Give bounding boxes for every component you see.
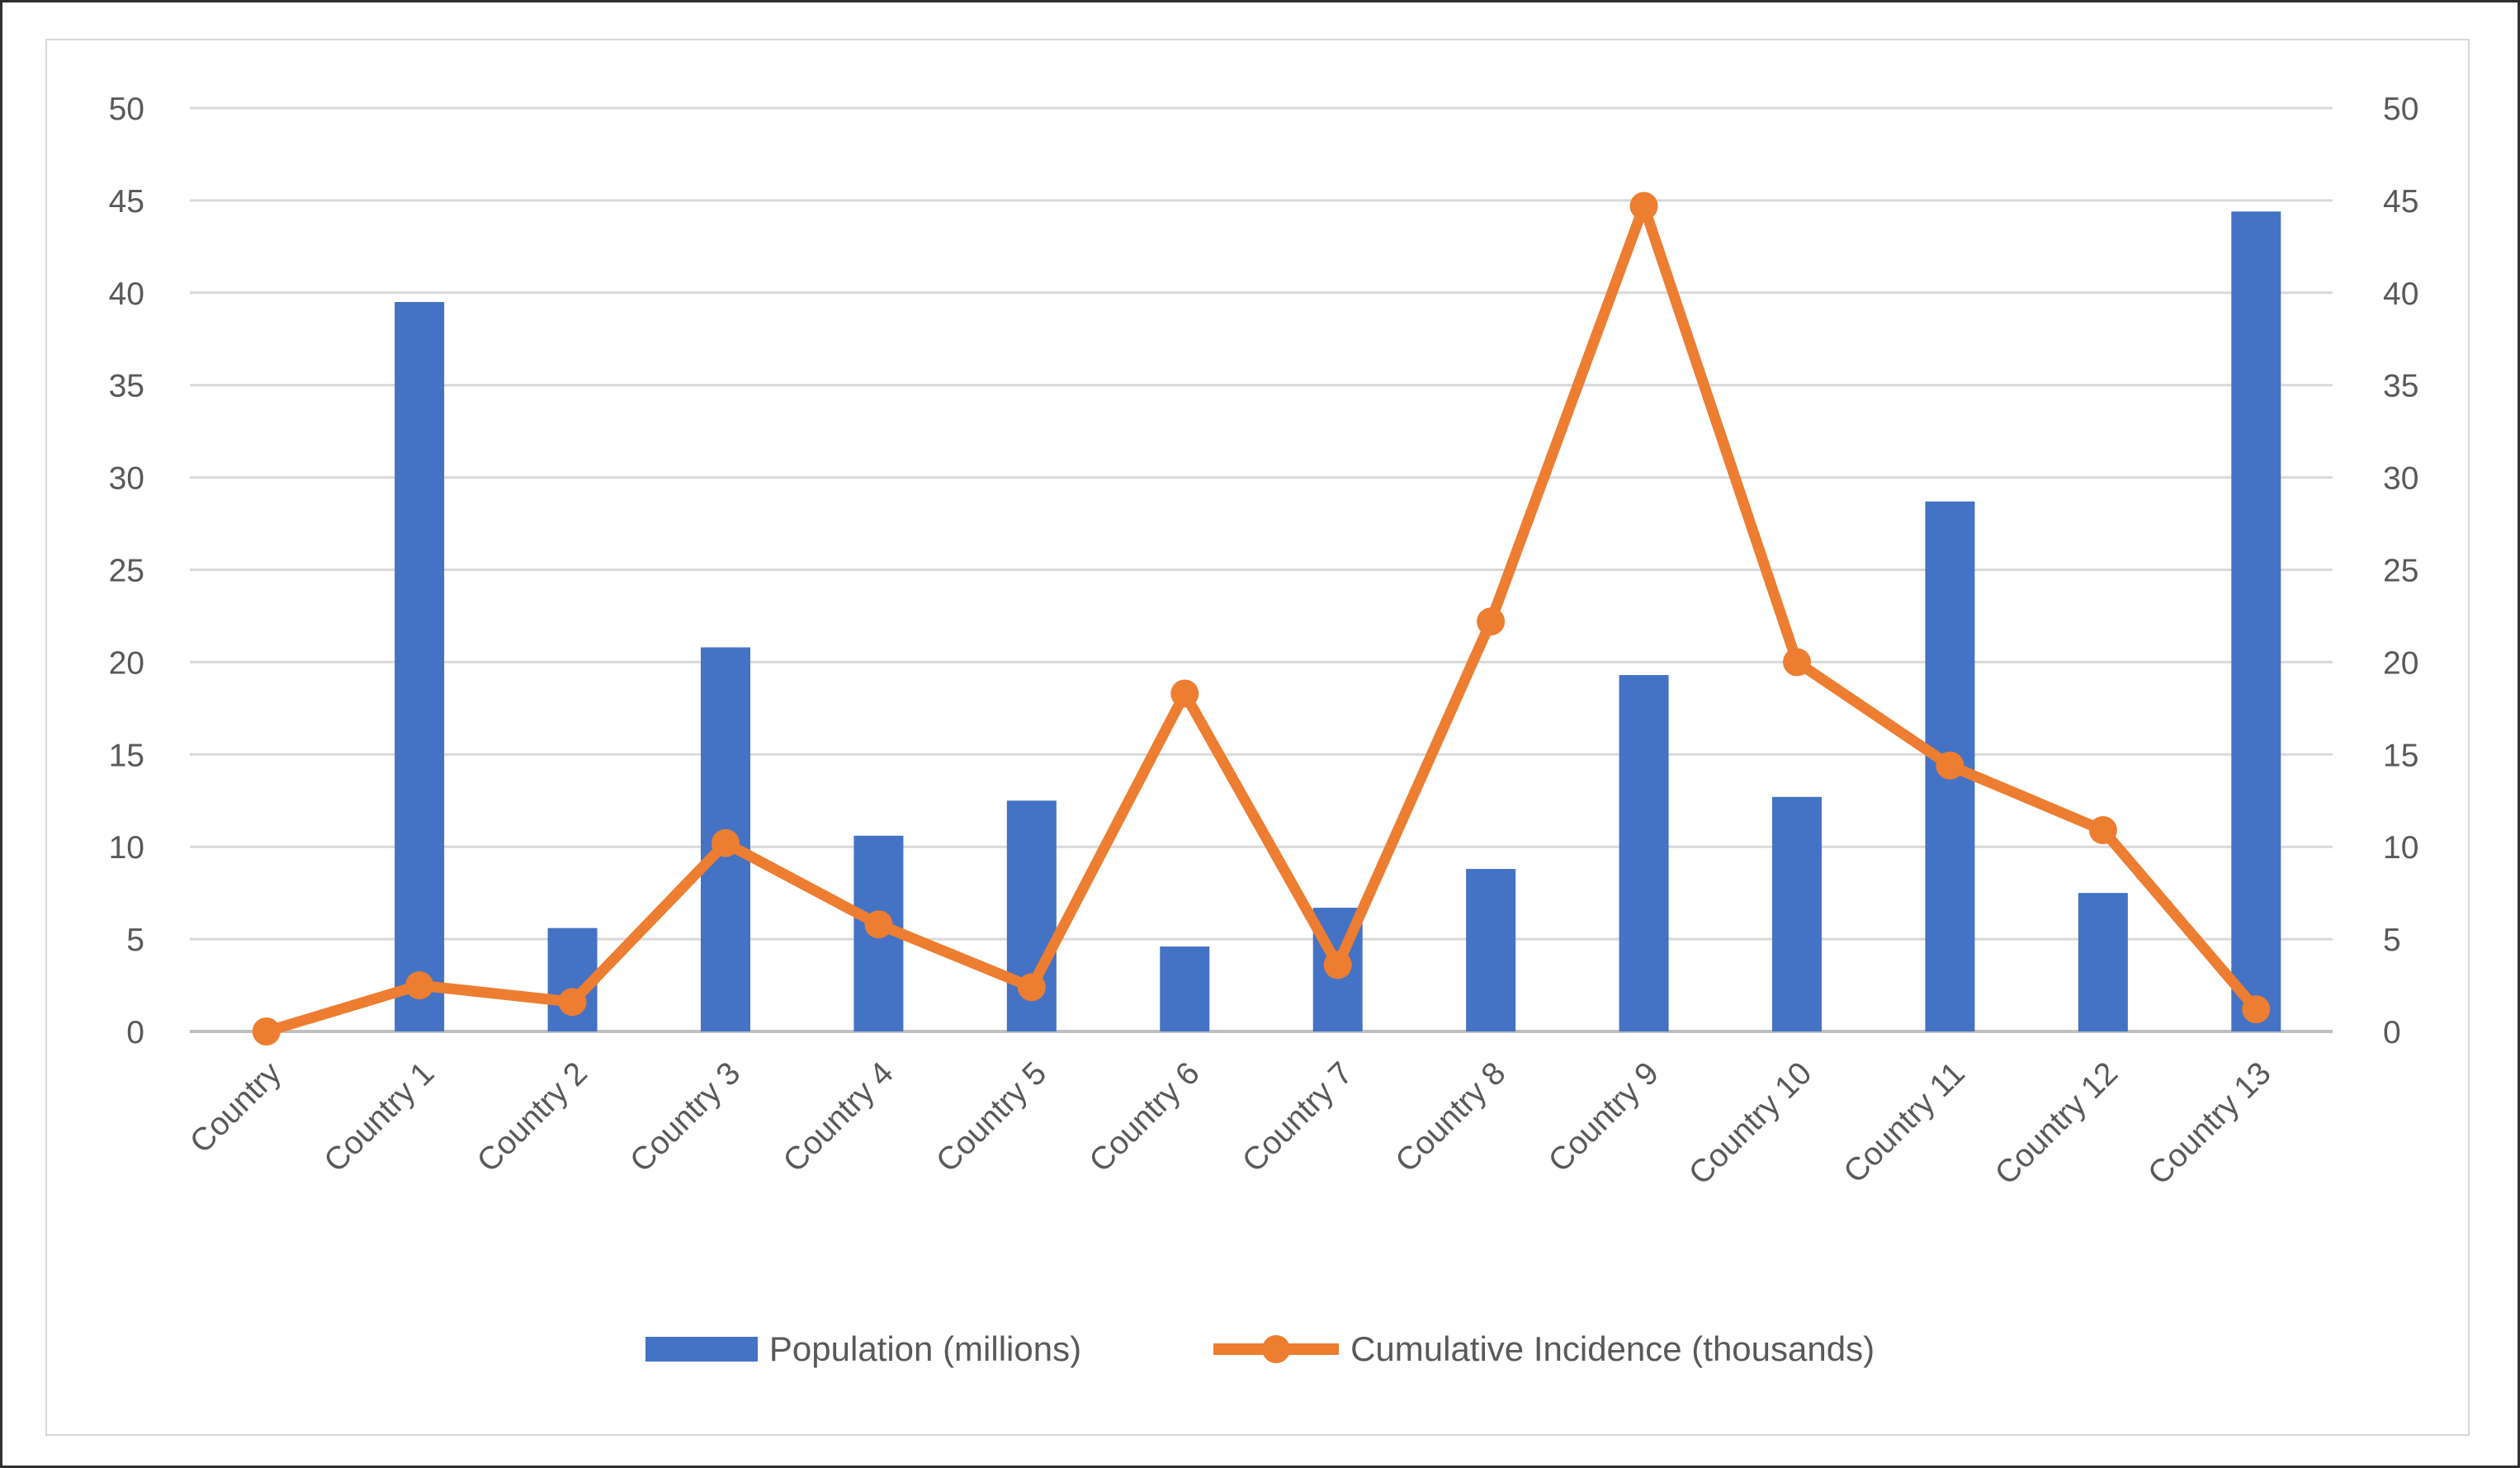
legend-item-cumulative-incidence: Cumulative Incidence (thousands)	[1213, 1329, 1875, 1369]
line-marker-country-2	[558, 988, 587, 1017]
y-axis-tick-label-right: 35	[2383, 369, 2418, 404]
x-axis-category-label: Country 4	[777, 1055, 901, 1179]
y-axis-tick-label-right: 0	[2383, 1015, 2401, 1050]
legend-label-population: Population (millions)	[768, 1329, 1082, 1368]
x-axis-category-label: Country	[183, 1055, 288, 1160]
y-axis-tick-label-left: 0	[126, 1015, 144, 1050]
bar-country-13	[2231, 211, 2281, 1031]
line-marker-country-11	[1936, 751, 1964, 780]
x-axis-category-label: Country 8	[1389, 1055, 1513, 1179]
bar-country-6	[1160, 946, 1210, 1031]
line-marker-country-8	[1477, 607, 1506, 636]
line-marker-country-6	[1170, 679, 1199, 708]
bar-country-8	[1466, 869, 1516, 1031]
y-axis-tick-label-left: 20	[109, 645, 144, 681]
y-axis-tick-label-right: 50	[2383, 92, 2418, 127]
line-marker-swatch-icon	[1213, 1335, 1340, 1363]
line-marker-country-5	[1017, 973, 1046, 1002]
x-axis-category-label: Country 2	[470, 1055, 594, 1179]
gridlines	[190, 106, 2333, 1033]
bar-country-9	[1619, 675, 1669, 1031]
y-axis-tick-label-right: 45	[2383, 184, 2418, 219]
x-axis-category-label: Country 3	[623, 1055, 747, 1179]
line-marker-country-4	[864, 910, 893, 939]
line-marker-country-3	[712, 828, 740, 857]
legend-item-population: Population (millions)	[645, 1329, 1081, 1369]
x-axis-category-label: Country 11	[1837, 1055, 1972, 1190]
bar-country-12	[2078, 893, 2128, 1031]
y-axis-tick-label-right: 30	[2383, 461, 2418, 497]
line-marker-country-7	[1323, 951, 1352, 979]
x-axis-category-label: Country 5	[929, 1055, 1053, 1179]
bar-country-10	[1772, 796, 1822, 1031]
y-axis-tick-label-right: 10	[2383, 830, 2418, 866]
bar-swatch-icon	[645, 1337, 758, 1362]
line-marker-country-10	[1783, 648, 1811, 677]
x-axis-category-label: Country 13	[2141, 1055, 2277, 1192]
y-axis-tick-label-right: 25	[2383, 554, 2418, 589]
y-axis-tick-label-left: 5	[126, 923, 144, 958]
y-axis-tick-label-right: 20	[2383, 645, 2418, 681]
x-axis-category-label: Country 6	[1083, 1055, 1207, 1179]
x-axis-category-label: Country 12	[1988, 1055, 2125, 1192]
line-marker-country-13	[2242, 995, 2271, 1024]
line-series	[252, 191, 2271, 1046]
y-axis-tick-label-right: 15	[2383, 738, 2418, 773]
chart-frame	[45, 39, 2470, 1436]
y-axis-tick-label-left: 45	[109, 184, 144, 219]
y-axis-tick-label-left: 30	[109, 461, 144, 497]
y-axis-right: 0 5 10 15 20 25 30 35 40 45 50	[2383, 92, 2418, 1050]
x-axis: Country Country 1 Country 2 Country 3 Countr…	[183, 1055, 2278, 1192]
x-axis-category-label: Country 10	[1682, 1055, 1818, 1192]
legend-label-cumulative-incidence: Cumulative Incidence (thousands)	[1350, 1329, 1875, 1368]
y-axis-tick-label-left: 50	[109, 92, 144, 127]
cumulative-incidence-line	[261, 201, 2262, 1037]
legend: Population (millions) Cumulative Inciden…	[2, 1329, 2518, 1369]
line-marker-country-12	[2088, 816, 2117, 845]
y-axis-tick-label-right: 5	[2383, 923, 2401, 958]
line-marker-country-9	[1629, 191, 1658, 220]
line-marker-country-1	[405, 971, 434, 1000]
y-axis-tick-label-left: 25	[109, 554, 144, 589]
y-axis-tick-label-right: 40	[2383, 276, 2418, 312]
x-axis-category-label: Country 9	[1542, 1055, 1666, 1179]
line-marker-country	[252, 1017, 281, 1046]
y-axis-tick-label-left: 40	[109, 276, 144, 312]
y-axis-tick-label-left: 35	[109, 369, 144, 404]
y-axis-left: 0 5 10 15 20 25 30 35 40 45 50	[109, 92, 144, 1050]
x-axis-category-label: Country 7	[1236, 1055, 1359, 1179]
marker-dot-icon	[1262, 1335, 1291, 1363]
y-axis-tick-label-left: 10	[109, 830, 144, 866]
bar-series	[395, 211, 2281, 1031]
x-axis-category-label: Country 1	[318, 1055, 442, 1179]
y-axis-tick-label-left: 15	[109, 738, 144, 773]
bar-country-1	[395, 301, 445, 1031]
